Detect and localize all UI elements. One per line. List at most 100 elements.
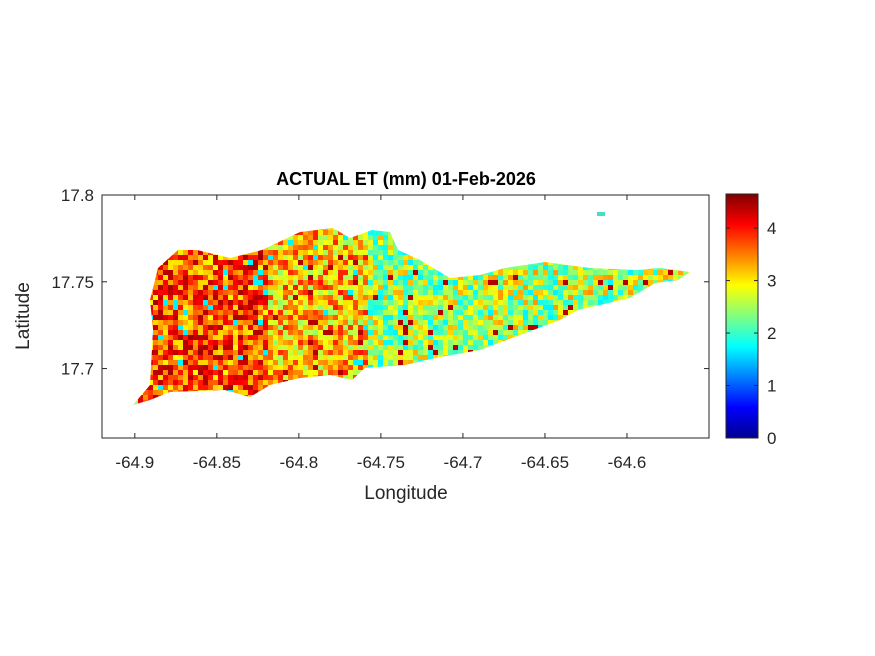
heatmap-cell (268, 320, 273, 325)
heatmap-cell (248, 260, 253, 265)
heatmap-cell (368, 350, 373, 355)
heatmap-cell (533, 305, 538, 310)
heatmap-cell (363, 260, 368, 265)
heatmap-cell (583, 300, 588, 305)
heatmap-cell (363, 305, 368, 310)
heatmap-cell (338, 290, 343, 295)
heatmap-cell (378, 335, 383, 340)
heatmap-cell (503, 310, 508, 315)
heatmap-cell (243, 390, 248, 395)
heatmap-cell (248, 285, 253, 290)
heatmap-cell (343, 260, 348, 265)
heatmap-cell (168, 350, 173, 355)
heatmap-cell (243, 270, 248, 275)
heatmap-cell (313, 250, 318, 255)
heatmap-cell (433, 270, 438, 275)
heatmap-cell (488, 320, 493, 325)
heatmap-cell (348, 250, 353, 255)
heatmap-cell (468, 305, 473, 310)
heatmap-cell (413, 320, 418, 325)
heatmap-cell (193, 375, 198, 380)
heatmap-cell (303, 240, 308, 245)
heatmap-cell (188, 345, 193, 350)
heatmap-cell (263, 320, 268, 325)
heatmap-cell (353, 300, 358, 305)
heatmap-cell (378, 270, 383, 275)
heatmap-cell (328, 370, 333, 375)
heatmap-cell (418, 350, 423, 355)
heatmap-cell (518, 275, 523, 280)
heatmap-cell (483, 295, 488, 300)
heatmap-cell (398, 285, 403, 290)
heatmap-cell (223, 350, 228, 355)
heatmap-cell (358, 235, 363, 240)
heatmap-cell (198, 370, 203, 375)
heatmap-cell (308, 230, 313, 235)
heatmap-cell (668, 275, 673, 280)
heatmap-cell (333, 345, 338, 350)
heatmap-cell (218, 355, 223, 360)
heatmap-cell (168, 385, 173, 390)
heatmap-cell (218, 300, 223, 305)
heatmap-cell (213, 325, 218, 330)
heatmap-cell (543, 310, 548, 315)
heatmap-cell (193, 260, 198, 265)
heatmap-cell (353, 330, 358, 335)
heatmap-cell (273, 355, 278, 360)
heatmap-cell (208, 360, 213, 365)
heatmap-cell (338, 295, 343, 300)
heatmap-cell (213, 340, 218, 345)
heatmap-cell (503, 320, 508, 325)
heatmap-cell (403, 270, 408, 275)
heatmap-cell (313, 255, 318, 260)
heatmap-cell (248, 325, 253, 330)
heatmap-cell (373, 340, 378, 345)
heatmap-cell (313, 370, 318, 375)
heatmap-cell (228, 385, 233, 390)
heatmap-cell (453, 285, 458, 290)
heatmap-cell (273, 310, 278, 315)
heatmap-cell (203, 335, 208, 340)
heatmap-cell (313, 330, 318, 335)
heatmap-cell (393, 245, 398, 250)
heatmap-cell (318, 265, 323, 270)
heatmap-cell (453, 310, 458, 315)
heatmap-cell (363, 230, 368, 235)
heatmap-cell (313, 285, 318, 290)
heatmap-cell (278, 365, 283, 370)
heatmap-cell (303, 315, 308, 320)
heatmap-cell (568, 265, 573, 270)
heatmap-cell (208, 305, 213, 310)
heatmap-cell (298, 315, 303, 320)
heatmap-cell (168, 345, 173, 350)
heatmap-cell (208, 370, 213, 375)
heatmap-cell (188, 355, 193, 360)
heatmap-cell (458, 305, 463, 310)
heatmap-cell (543, 275, 548, 280)
heatmap-cell (338, 370, 343, 375)
heatmap-cell (313, 355, 318, 360)
heatmap-cell (368, 300, 373, 305)
heatmap-cell (258, 275, 263, 280)
heatmap-cell (293, 250, 298, 255)
heatmap-cell (288, 285, 293, 290)
heatmap-cell (253, 330, 258, 335)
heatmap-cell (328, 330, 333, 335)
heatmap-cell (318, 335, 323, 340)
heatmap-cell (198, 355, 203, 360)
heatmap-cell (203, 310, 208, 315)
heatmap-cell (293, 370, 298, 375)
heatmap-cell (463, 315, 468, 320)
heatmap-cell (348, 240, 353, 245)
heatmap-cell (253, 310, 258, 315)
x-tick-label: -64.6 (608, 453, 647, 472)
heatmap-cell (393, 330, 398, 335)
heatmap-cell (433, 320, 438, 325)
heatmap-cell (473, 305, 478, 310)
heatmap-cell (413, 350, 418, 355)
heatmap-cell (233, 345, 238, 350)
heatmap-cell (218, 280, 223, 285)
heatmap-cell (393, 360, 398, 365)
heatmap-cell (313, 290, 318, 295)
heatmap-cell (438, 320, 443, 325)
